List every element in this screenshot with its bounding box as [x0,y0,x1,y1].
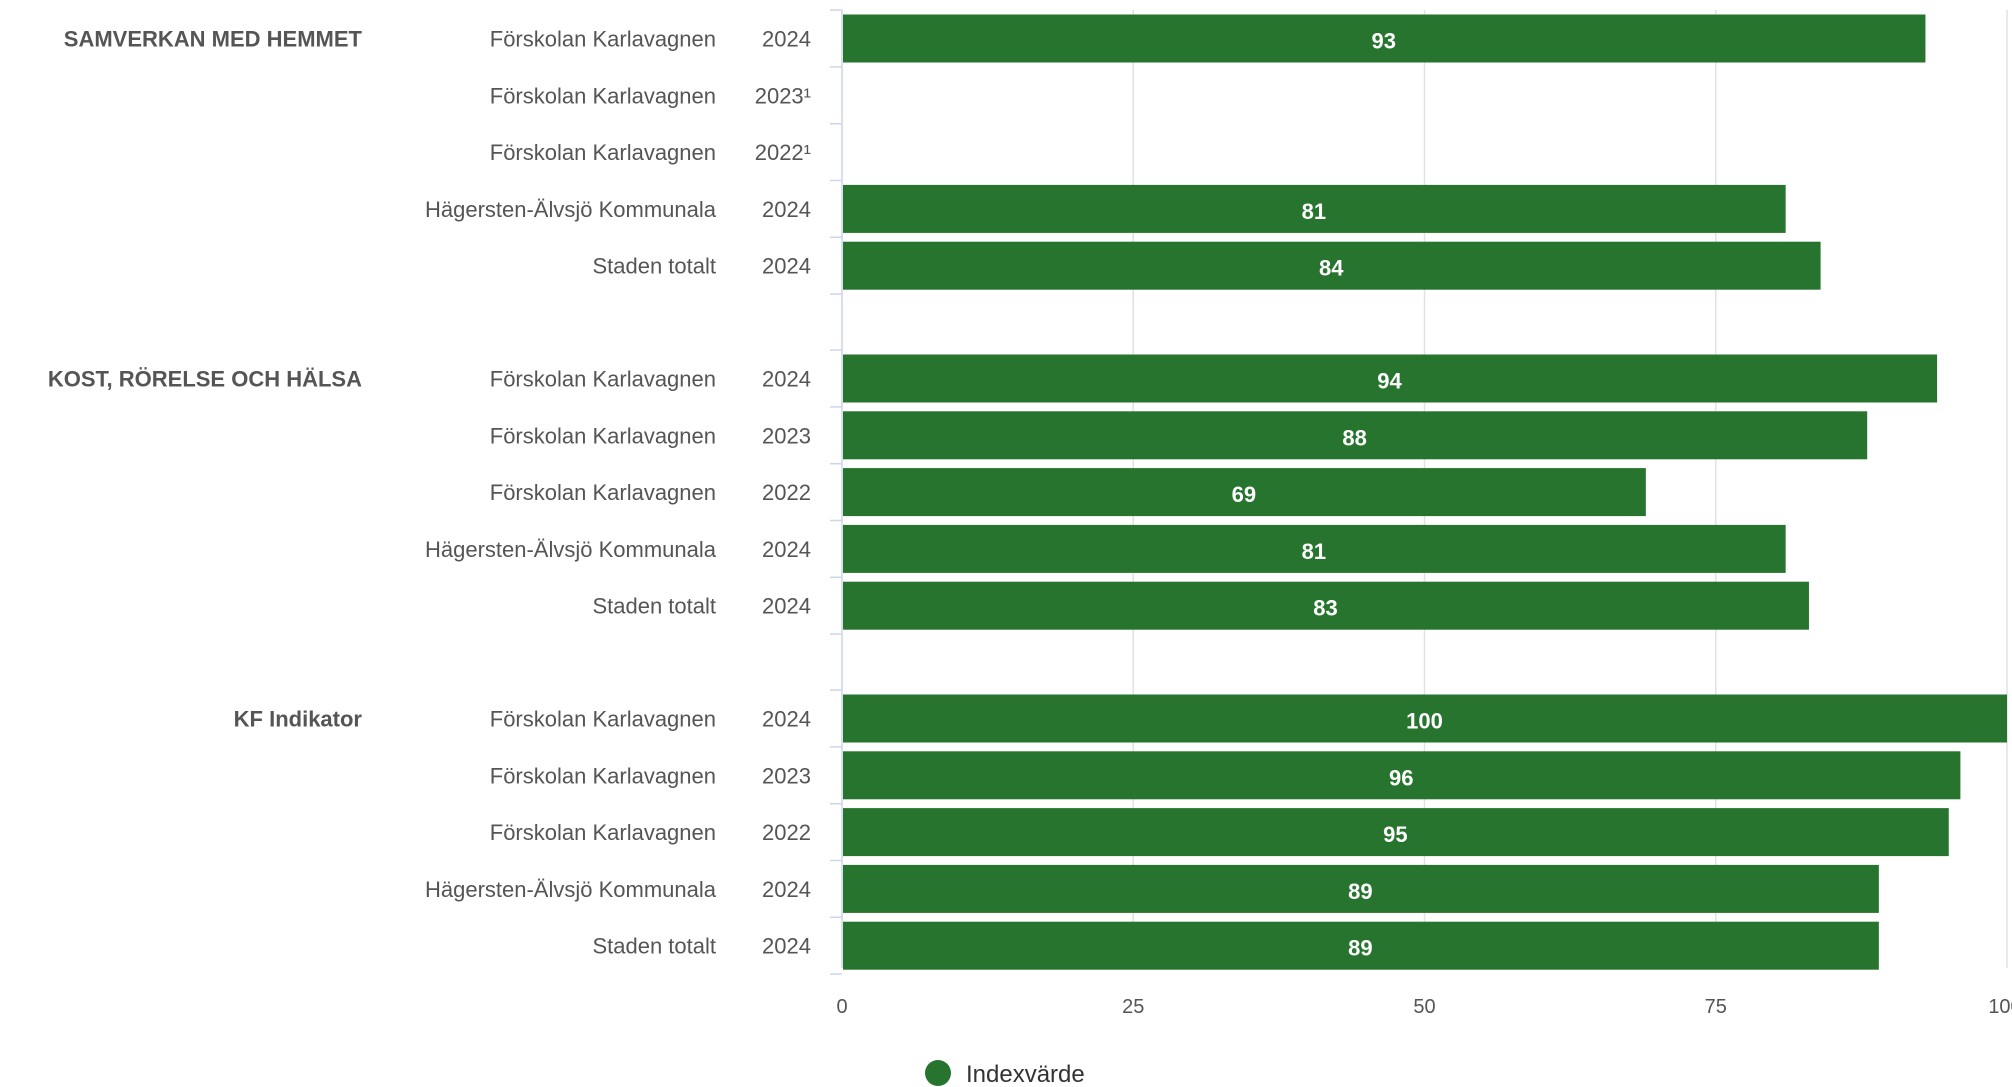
data-label: 93 [1371,29,1395,54]
x-tick-label: 50 [1413,996,1435,1018]
x-tick-label: 0 [836,996,847,1018]
year-label: 2024 [762,537,811,562]
year-label: 2023¹ [755,83,811,108]
year-label: 2024 [762,367,811,392]
data-label: 81 [1302,539,1326,564]
bar[interactable] [843,751,1961,800]
category-label: Förskolan Karlavagnen [490,140,716,165]
group-label: SAMVERKAN MED HEMMET [64,27,363,52]
data-label: 94 [1377,369,1402,394]
bar[interactable] [843,808,1949,857]
legend-swatch-icon [925,1060,951,1086]
bar[interactable] [843,241,1821,290]
data-label: 83 [1313,596,1337,621]
category-label: Hägersten-Älvsjö Kommunala [425,537,717,562]
year-label: 2024 [762,707,811,732]
category-label: Förskolan Karlavagnen [490,27,716,52]
x-tick-label: 25 [1122,996,1144,1018]
year-label: 2024 [762,197,811,222]
category-label: Förskolan Karlavagnen [490,763,716,788]
bar[interactable] [843,14,1926,63]
x-tick-label: 75 [1705,996,1727,1018]
category-label: Förskolan Karlavagnen [490,707,716,732]
year-label: 2024 [762,254,811,279]
group-label: KOST, RÖRELSE OCH HÄLSA [48,367,362,392]
group-label: KF Indikator [234,707,363,732]
data-label: 96 [1389,765,1413,790]
year-label: 2024 [762,594,811,619]
data-label: 88 [1342,425,1366,450]
year-label: 2024 [762,877,811,902]
category-label: Förskolan Karlavagnen [490,83,716,108]
x-tick-label: 100 [1988,996,2012,1018]
year-label: 2023 [762,763,811,788]
data-label: 95 [1383,822,1407,847]
category-label: Förskolan Karlavagnen [490,367,716,392]
legend[interactable]: Indexvärde [925,1060,1085,1087]
year-label: 2022 [762,480,811,505]
data-label: 84 [1319,256,1344,281]
category-label: Staden totalt [592,934,716,959]
data-label: 81 [1302,199,1326,224]
bar[interactable] [843,921,1879,970]
x-axis: 0 25 50 75 100 [836,996,2012,1018]
data-label: 89 [1348,936,1372,961]
category-labels: SAMVERKAN MED HEMMET Förskolan Karlavagne… [48,27,811,959]
bar[interactable] [843,524,1786,573]
category-label: Staden totalt [592,254,716,279]
bar[interactable] [843,354,1938,403]
data-label: 100 [1406,709,1443,734]
category-label: Staden totalt [592,594,716,619]
legend-label: Indexvärde [966,1061,1085,1087]
year-label: 2022 [762,820,811,845]
bar[interactable] [843,184,1786,233]
bar[interactable] [843,581,1809,630]
data-label: 89 [1348,879,1372,904]
year-label: 2024 [762,27,811,52]
category-label: Förskolan Karlavagnen [490,480,716,505]
category-label: Hägersten-Älvsjö Kommunala [425,197,717,222]
year-label: 2022¹ [755,140,811,165]
bar[interactable] [843,468,1646,517]
data-label: 69 [1232,482,1256,507]
category-label: Hägersten-Älvsjö Kommunala [425,877,717,902]
category-label: Förskolan Karlavagnen [490,820,716,845]
bar[interactable] [843,864,1879,913]
bars: 93 81 84 94 88 69 81 83 100 96 95 89 89 [843,14,2007,970]
year-label: 2023 [762,423,811,448]
year-label: 2024 [762,934,811,959]
category-label: Förskolan Karlavagnen [490,423,716,448]
bar[interactable] [843,411,1868,460]
bar[interactable] [843,694,2007,743]
